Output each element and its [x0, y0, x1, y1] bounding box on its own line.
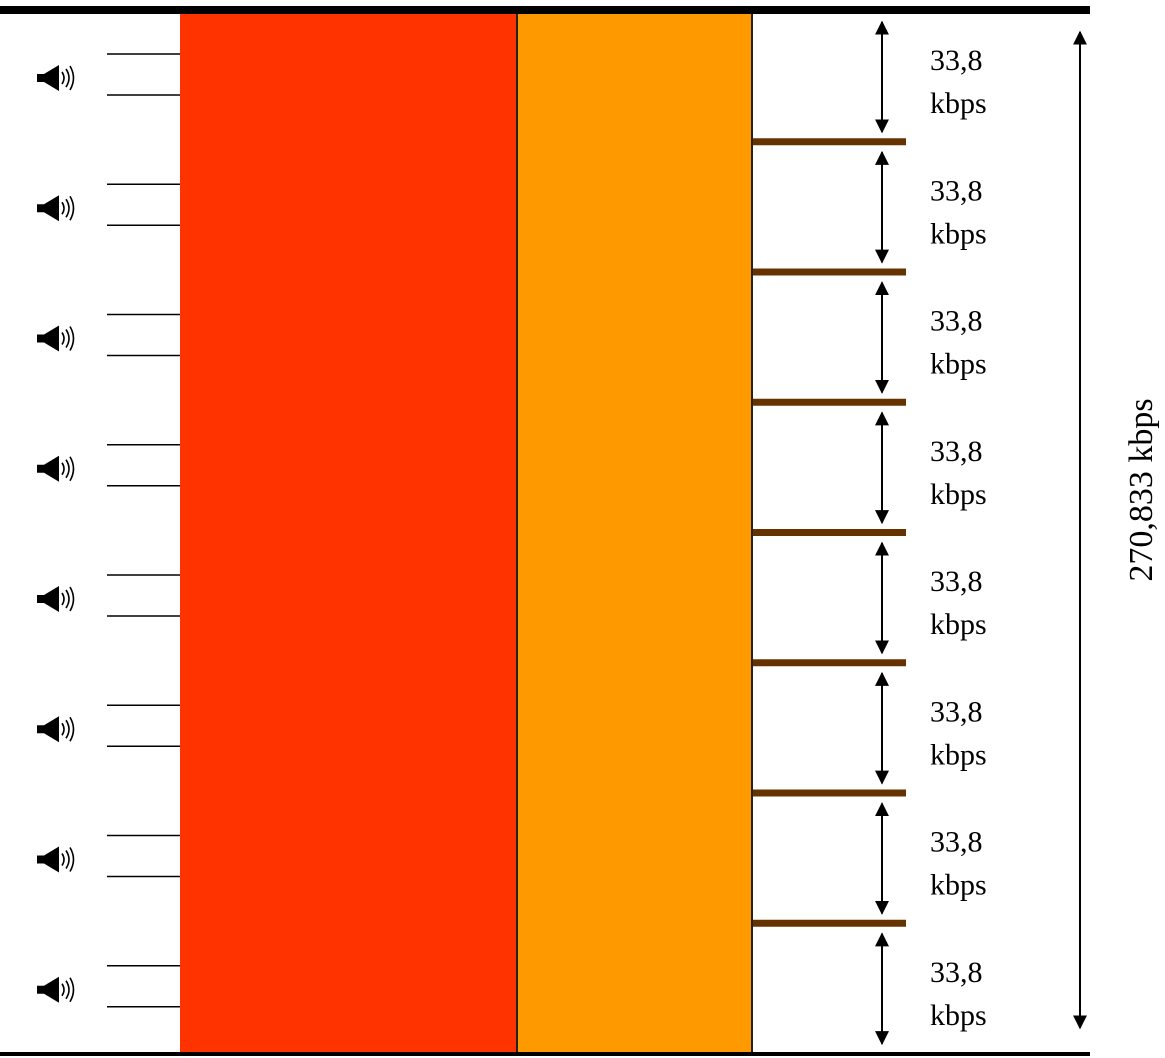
slot-rate-unit: kbps	[930, 87, 987, 120]
slot-rate-unit: kbps	[930, 217, 987, 250]
megaphone-icon	[37, 716, 75, 743]
slot-rate-value: 33,8	[930, 695, 983, 728]
megaphone-icon	[37, 455, 75, 482]
megaphone-icon	[37, 65, 75, 91]
megaphone-icon	[37, 846, 75, 873]
slot-rate-value: 33,8	[930, 565, 983, 598]
slot-rate-value: 33,8	[930, 44, 983, 77]
slot-rate-value: 33,8	[930, 174, 983, 207]
frame-top-border	[0, 6, 1090, 14]
total-rate-label: 270,833 kbps	[1123, 398, 1160, 581]
slot-rate-value: 33,8	[930, 956, 983, 989]
slot-rate-unit: kbps	[930, 999, 987, 1032]
slot-rate-unit: kbps	[930, 738, 987, 771]
slot-rate-value: 33,8	[930, 435, 983, 468]
frame-layer: 270,833 kbps	[0, 6, 1160, 1056]
slot-rate-value: 33,8	[930, 826, 983, 859]
megaphone-icon	[37, 195, 75, 222]
slot-rate-unit: kbps	[930, 478, 987, 511]
frame-red-block	[180, 12, 517, 1054]
megaphone-icon	[37, 586, 75, 612]
slot-orange-block	[517, 12, 752, 1054]
megaphone-icon	[37, 976, 75, 1003]
slot-rate-unit: kbps	[930, 869, 987, 902]
slot-rate-unit: kbps	[930, 348, 987, 381]
megaphone-icon	[37, 325, 75, 352]
slot-rate-unit: kbps	[930, 608, 987, 641]
slot-rate-value: 33,8	[930, 305, 983, 338]
frame-bottom-border	[0, 1052, 1090, 1056]
